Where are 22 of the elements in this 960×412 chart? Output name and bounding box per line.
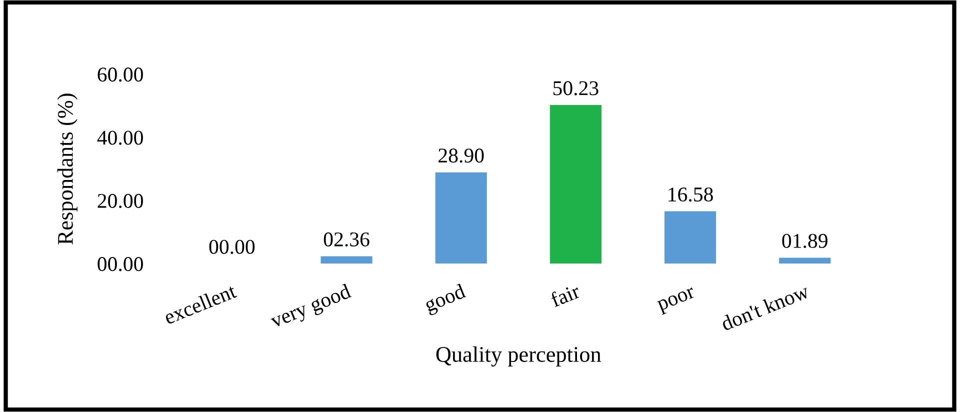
x-axis-title: Quality perception [436, 346, 602, 367]
bar [320, 256, 372, 264]
data-label: 16.58 [668, 187, 713, 202]
data-label: 02.36 [324, 232, 370, 247]
data-label: 28.90 [438, 148, 484, 163]
x-tick-label: very good [268, 283, 354, 332]
x-tick-label: don't know [720, 283, 810, 332]
y-tick-label: 40.00 [97, 130, 143, 145]
x-tick-label: poor [656, 287, 698, 315]
data-label: 01.89 [782, 234, 828, 248]
bar [435, 172, 487, 264]
bar [779, 258, 831, 264]
data-label: 00.00 [209, 240, 255, 254]
x-tick-label: fair [549, 282, 582, 308]
bar [550, 105, 602, 264]
data-label: 50.23 [553, 81, 598, 96]
y-tick-label: 20.00 [98, 194, 143, 208]
bar [664, 211, 716, 264]
y-axis-title: Respondants (%) [57, 94, 78, 245]
y-tick-label: 00.00 [98, 257, 143, 272]
y-tick-label: 60.00 [98, 68, 143, 82]
x-tick-label: good [423, 283, 468, 316]
